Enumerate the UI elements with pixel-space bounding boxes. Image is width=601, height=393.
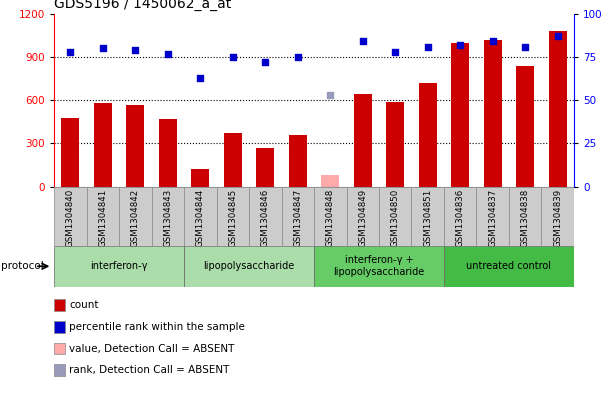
Bar xyxy=(549,31,567,187)
Bar xyxy=(281,187,314,246)
Text: percentile rank within the sample: percentile rank within the sample xyxy=(69,322,245,332)
Text: GSM1304839: GSM1304839 xyxy=(553,188,562,246)
Text: GSM1304836: GSM1304836 xyxy=(456,188,465,247)
Bar xyxy=(159,119,177,187)
Bar xyxy=(314,187,347,246)
Text: GSM1304837: GSM1304837 xyxy=(488,188,497,247)
Bar xyxy=(451,42,469,187)
Text: GSM1304845: GSM1304845 xyxy=(228,188,237,247)
Text: GSM1304843: GSM1304843 xyxy=(163,188,172,247)
Text: GSM1304842: GSM1304842 xyxy=(131,188,140,247)
Bar xyxy=(444,187,477,246)
Bar xyxy=(184,246,314,287)
Text: GSM1304850: GSM1304850 xyxy=(391,188,400,247)
Point xyxy=(195,75,205,81)
Bar xyxy=(477,187,509,246)
Text: rank, Detection Call = ABSENT: rank, Detection Call = ABSENT xyxy=(69,365,230,375)
Point xyxy=(98,45,108,51)
Text: untreated control: untreated control xyxy=(466,261,552,271)
Bar xyxy=(94,103,112,187)
Bar xyxy=(126,105,144,187)
Point xyxy=(553,33,563,39)
Text: GSM1304844: GSM1304844 xyxy=(196,188,205,247)
Bar xyxy=(412,187,444,246)
Bar xyxy=(314,246,444,287)
Point xyxy=(456,42,465,48)
Bar xyxy=(322,175,339,187)
Bar xyxy=(119,187,151,246)
Text: GDS5196 / 1450062_a_at: GDS5196 / 1450062_a_at xyxy=(54,0,231,11)
Bar xyxy=(542,187,574,246)
Point xyxy=(130,47,140,53)
Bar xyxy=(61,118,79,187)
Bar xyxy=(224,133,242,187)
Text: count: count xyxy=(69,300,99,310)
Text: GSM1304846: GSM1304846 xyxy=(261,188,270,247)
Text: lipopolysaccharide: lipopolysaccharide xyxy=(203,261,294,271)
Point xyxy=(520,44,530,50)
Bar xyxy=(419,83,437,187)
Point xyxy=(293,54,302,60)
Point xyxy=(66,49,75,55)
Text: GSM1304841: GSM1304841 xyxy=(99,188,108,247)
Bar xyxy=(347,187,379,246)
Bar xyxy=(87,187,119,246)
Bar xyxy=(191,169,209,187)
Bar xyxy=(54,187,87,246)
Point xyxy=(260,59,270,65)
Text: value, Detection Call = ABSENT: value, Detection Call = ABSENT xyxy=(69,343,234,354)
Bar xyxy=(516,66,534,187)
Bar xyxy=(151,187,184,246)
Bar xyxy=(354,94,371,187)
Point xyxy=(228,54,237,60)
Point xyxy=(423,44,433,50)
Text: interferon-γ: interferon-γ xyxy=(90,261,148,271)
Bar xyxy=(484,40,502,187)
Text: protocol: protocol xyxy=(1,261,44,271)
Text: GSM1304849: GSM1304849 xyxy=(358,188,367,246)
Text: GSM1304847: GSM1304847 xyxy=(293,188,302,247)
Bar xyxy=(386,102,404,187)
Bar xyxy=(509,187,542,246)
Point xyxy=(488,38,498,44)
Bar xyxy=(216,187,249,246)
Point xyxy=(326,92,335,98)
Bar xyxy=(444,246,574,287)
Text: GSM1304840: GSM1304840 xyxy=(66,188,75,247)
Text: GSM1304838: GSM1304838 xyxy=(520,188,529,247)
Point xyxy=(163,50,172,57)
Text: interferon-γ +
lipopolysaccharide: interferon-γ + lipopolysaccharide xyxy=(334,255,425,277)
Bar xyxy=(184,187,216,246)
Bar xyxy=(249,187,281,246)
Point xyxy=(358,38,368,44)
Bar xyxy=(54,246,184,287)
Bar xyxy=(379,187,412,246)
Text: GSM1304848: GSM1304848 xyxy=(326,188,335,247)
Bar xyxy=(257,148,274,187)
Bar xyxy=(289,135,307,187)
Text: GSM1304851: GSM1304851 xyxy=(423,188,432,247)
Point xyxy=(391,49,400,55)
